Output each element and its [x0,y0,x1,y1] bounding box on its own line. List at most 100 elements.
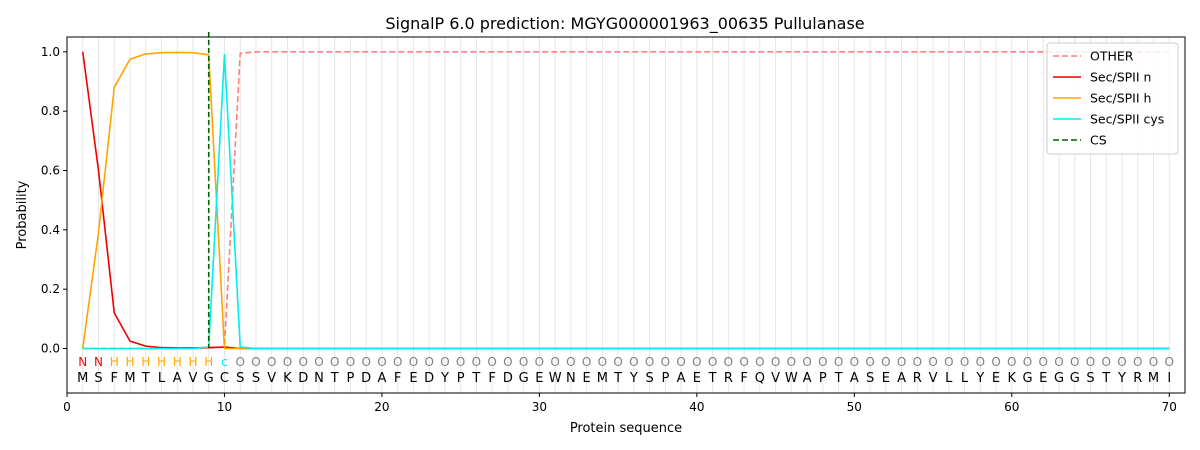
residue-label: Y [629,371,638,386]
residue-label: F [394,371,401,386]
residue-label: S [645,371,653,386]
region-label: O [503,355,512,369]
region-label: O [787,355,796,369]
residue-label: L [961,371,969,386]
residue-label: G [1054,371,1064,386]
residue-label: G [204,371,214,386]
series-line-sec-spii-cys [82,53,1170,350]
residue-label: W [785,371,798,386]
region-label: H [125,355,134,369]
region-label: O [1102,355,1111,369]
residue-label: E [882,371,890,386]
region-label: O [1086,355,1095,369]
region-label: H [188,355,197,369]
region-label: O [346,355,355,369]
plot-frame [66,36,1186,394]
residue-label: K [1008,371,1017,386]
region-label: O [676,355,685,369]
legend: OTHER Sec/SPII n Sec/SPII h Sec/SPII cys CS [1046,42,1179,155]
y-tick-label: 0.8 [41,104,60,118]
region-label: N [94,355,103,369]
residue-label: R [724,371,733,386]
residue-label: P [819,371,827,386]
region-label: O [613,355,622,369]
region-label: O [739,355,748,369]
region-label: O [472,355,481,369]
region-label: O [409,355,418,369]
x-tick-label: 20 [374,400,389,414]
y-tick-label: 1.0 [41,45,60,59]
residue-label: G [1022,371,1032,386]
residue-label: E [583,371,591,386]
residue-label: A [803,371,812,386]
residue-label: M [597,371,608,386]
residue-label: T [471,371,480,386]
residue-label: F [110,371,117,386]
region-label: O [1054,355,1063,369]
region-label: O [818,355,827,369]
residue-label: D [298,371,308,386]
residue-label: A [850,371,859,386]
residue-label: C [220,371,229,386]
sequence-annotation: NMNSHFHMHTHLHAHVHGcCOSOSOVOKODONOTOPODOA… [77,355,1174,386]
x-tick-label: 10 [217,400,232,414]
region-label: O [1117,355,1126,369]
residue-label: K [283,371,292,386]
region-label: O [267,355,276,369]
region-label: O [235,355,244,369]
region-label: O [865,355,874,369]
x-tick-label: 40 [689,400,704,414]
region-label: O [535,355,544,369]
residue-label: A [897,371,906,386]
region-label: O [361,355,370,369]
residue-label: V [189,371,198,386]
residue-label: M [1148,371,1159,386]
residue-label: D [424,371,434,386]
residue-label: W [549,371,562,386]
series-lines [81,32,1170,350]
region-label: O [661,355,670,369]
residue-label: T [1101,371,1110,386]
residue-label: T [708,371,717,386]
chart-title: SignalP 6.0 prediction: MGYG000001963_00… [385,14,864,34]
region-label: O [771,355,780,369]
residue-label: D [503,371,513,386]
x-tick-label: 0 [63,400,71,414]
region-label: O [519,355,528,369]
residue-label: R [913,371,922,386]
region-label: O [1007,355,1016,369]
residue-label: D [361,371,371,386]
residue-label: V [771,371,780,386]
region-label: O [598,355,607,369]
residue-label: Q [755,371,765,386]
residue-label: V [267,371,276,386]
x-tick-label: 70 [1162,400,1177,414]
region-label: O [393,355,402,369]
region-label: O [424,355,433,369]
residue-label: F [740,371,747,386]
y-axis-ticks: 0.0 0.2 0.4 0.6 0.8 1.0 [41,45,67,356]
region-label: O [928,355,937,369]
region-label: O [456,355,465,369]
region-label: O [314,355,323,369]
region-label: O [1149,355,1158,369]
residue-label: R [1133,371,1142,386]
series-line-other [82,51,1170,350]
residue-label: Y [1117,371,1126,386]
residue-label: M [124,371,135,386]
region-label: O [550,355,559,369]
residue-label: T [834,371,843,386]
region-label: c [221,355,228,369]
residue-label: S [94,371,102,386]
region-label: O [487,355,496,369]
residue-label: S [236,371,244,386]
y-tick-label: 0.2 [41,282,60,296]
region-label: O [377,355,386,369]
x-tick-label: 60 [1004,400,1019,414]
region-label: O [881,355,890,369]
legend-entry: CS [1090,133,1107,148]
x-tick-label: 50 [847,400,862,414]
residue-label: I [1167,371,1171,386]
region-label: O [991,355,1000,369]
